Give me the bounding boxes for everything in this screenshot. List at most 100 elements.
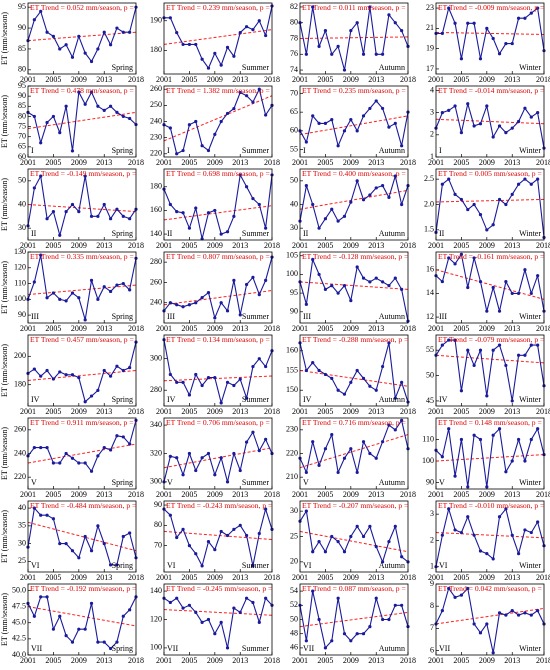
x-tick-label: 2001 [428,407,444,416]
region-label: VI [167,561,176,570]
data-point [96,214,100,218]
data-point [232,214,236,218]
title-group: ET Trend = -0.484 mm/season, p = 0.034 [30,501,136,510]
panel: 180 200 2001 2005 2009 2013 2018 ET Trend = 0.4… [0,334,144,416]
data-point [244,533,249,538]
x-tick-label: 2013 [368,656,384,665]
data-point [478,631,483,635]
data-point [311,202,315,207]
y-tick-label: 54 [290,586,298,595]
data-point [238,30,242,35]
region-label: II [167,229,173,238]
data-point [361,114,366,118]
x-tick-label: 2018 [536,573,550,582]
x-tick-label: 2013 [232,241,248,250]
data-point [387,13,391,17]
trend-line [27,31,137,42]
data-point [504,279,508,284]
panel-title: ET Trend = -0.243 mm/season, p = 0.600 [166,501,291,510]
data-point [219,401,223,405]
x-tick-label: 2009 [479,656,495,665]
data-point [225,646,230,650]
plot-frame [299,168,409,241]
plot-frame [435,500,545,573]
x-tick-label: 2001 [292,656,308,665]
y-tick-label: 240 [14,448,26,457]
panel-title: ET Trend = 0.706 mm/season, p = 0.191 [166,418,289,427]
x-tick-label: 2005 [181,573,197,582]
data-point [361,534,366,539]
y-tick-label: 100 [14,294,26,303]
region-label: I [167,146,170,155]
data-point [459,593,464,597]
x-tick-label: 2013 [368,241,384,250]
data-point [387,284,391,288]
x-tick-label: 2009 [71,656,87,665]
data-point [83,534,87,539]
season-label: Autumn [379,644,405,653]
panel-title: ET Trend = -0.079 mm/season, p = 0.663 [438,335,550,344]
data-point [459,437,464,442]
data-point [504,507,508,511]
data-point [374,596,378,600]
data-point [264,596,268,600]
data-point [516,291,521,296]
x-tick-label: 2013 [232,75,248,84]
data-point [472,256,476,260]
x-tick-label: 2005 [317,158,333,167]
data-point [96,297,100,301]
data-point [128,217,132,221]
data-point [466,285,470,290]
data-line [435,339,545,401]
data-point [523,106,527,110]
data-point [168,372,172,377]
data-point [355,129,359,133]
region-label: III [439,312,447,321]
data-point [102,542,106,546]
y-tick-label: 280 [150,385,162,394]
data-point [304,509,308,513]
panel: 220 240 260 2001 2005 2009 2013 2018 ET Trend = … [0,417,144,499]
data-point [485,26,489,30]
x-tick-label: 2013 [368,490,384,499]
x-tick-label: 2013 [368,324,384,333]
data-line [163,430,273,483]
data-line [299,6,409,71]
plot-frame [299,417,409,490]
x-tick-label: 2009 [207,324,223,333]
data-point [311,440,315,444]
data-point [349,29,353,33]
data-point [497,611,502,615]
data-point [491,135,495,139]
data-point [64,542,68,546]
data-point [361,632,366,636]
data-point [478,348,483,352]
y-axis-label: ET (mm/season) [0,427,9,480]
data-point [194,468,198,473]
x-tick-label: 2009 [343,158,359,167]
x-tick-label: 2018 [400,324,416,333]
region-label: VII [167,644,178,653]
y-tick-label: 2.5 [424,174,434,183]
data-point [96,454,100,458]
data-point [128,442,132,446]
y-tick-label: 220 [14,472,26,481]
y-tick-label: 52 [290,600,298,609]
x-tick-label: 2013 [96,75,112,84]
data-point [181,211,185,215]
x-tick-label: 2018 [264,490,280,499]
x-tick-label: 2001 [20,324,36,333]
data-point [70,373,75,377]
data-point [232,278,236,282]
x-tick-label: 2005 [45,407,61,416]
y-tick-label: 30 [290,506,298,515]
y-tick-label: 85 [18,101,26,110]
data-point [400,603,404,607]
y-tick-label: 180 [14,380,26,389]
data-point [219,456,223,460]
y-tick-label: 200 [14,351,26,360]
data-line [27,596,137,650]
data-point [311,257,315,262]
data-point [51,461,56,465]
